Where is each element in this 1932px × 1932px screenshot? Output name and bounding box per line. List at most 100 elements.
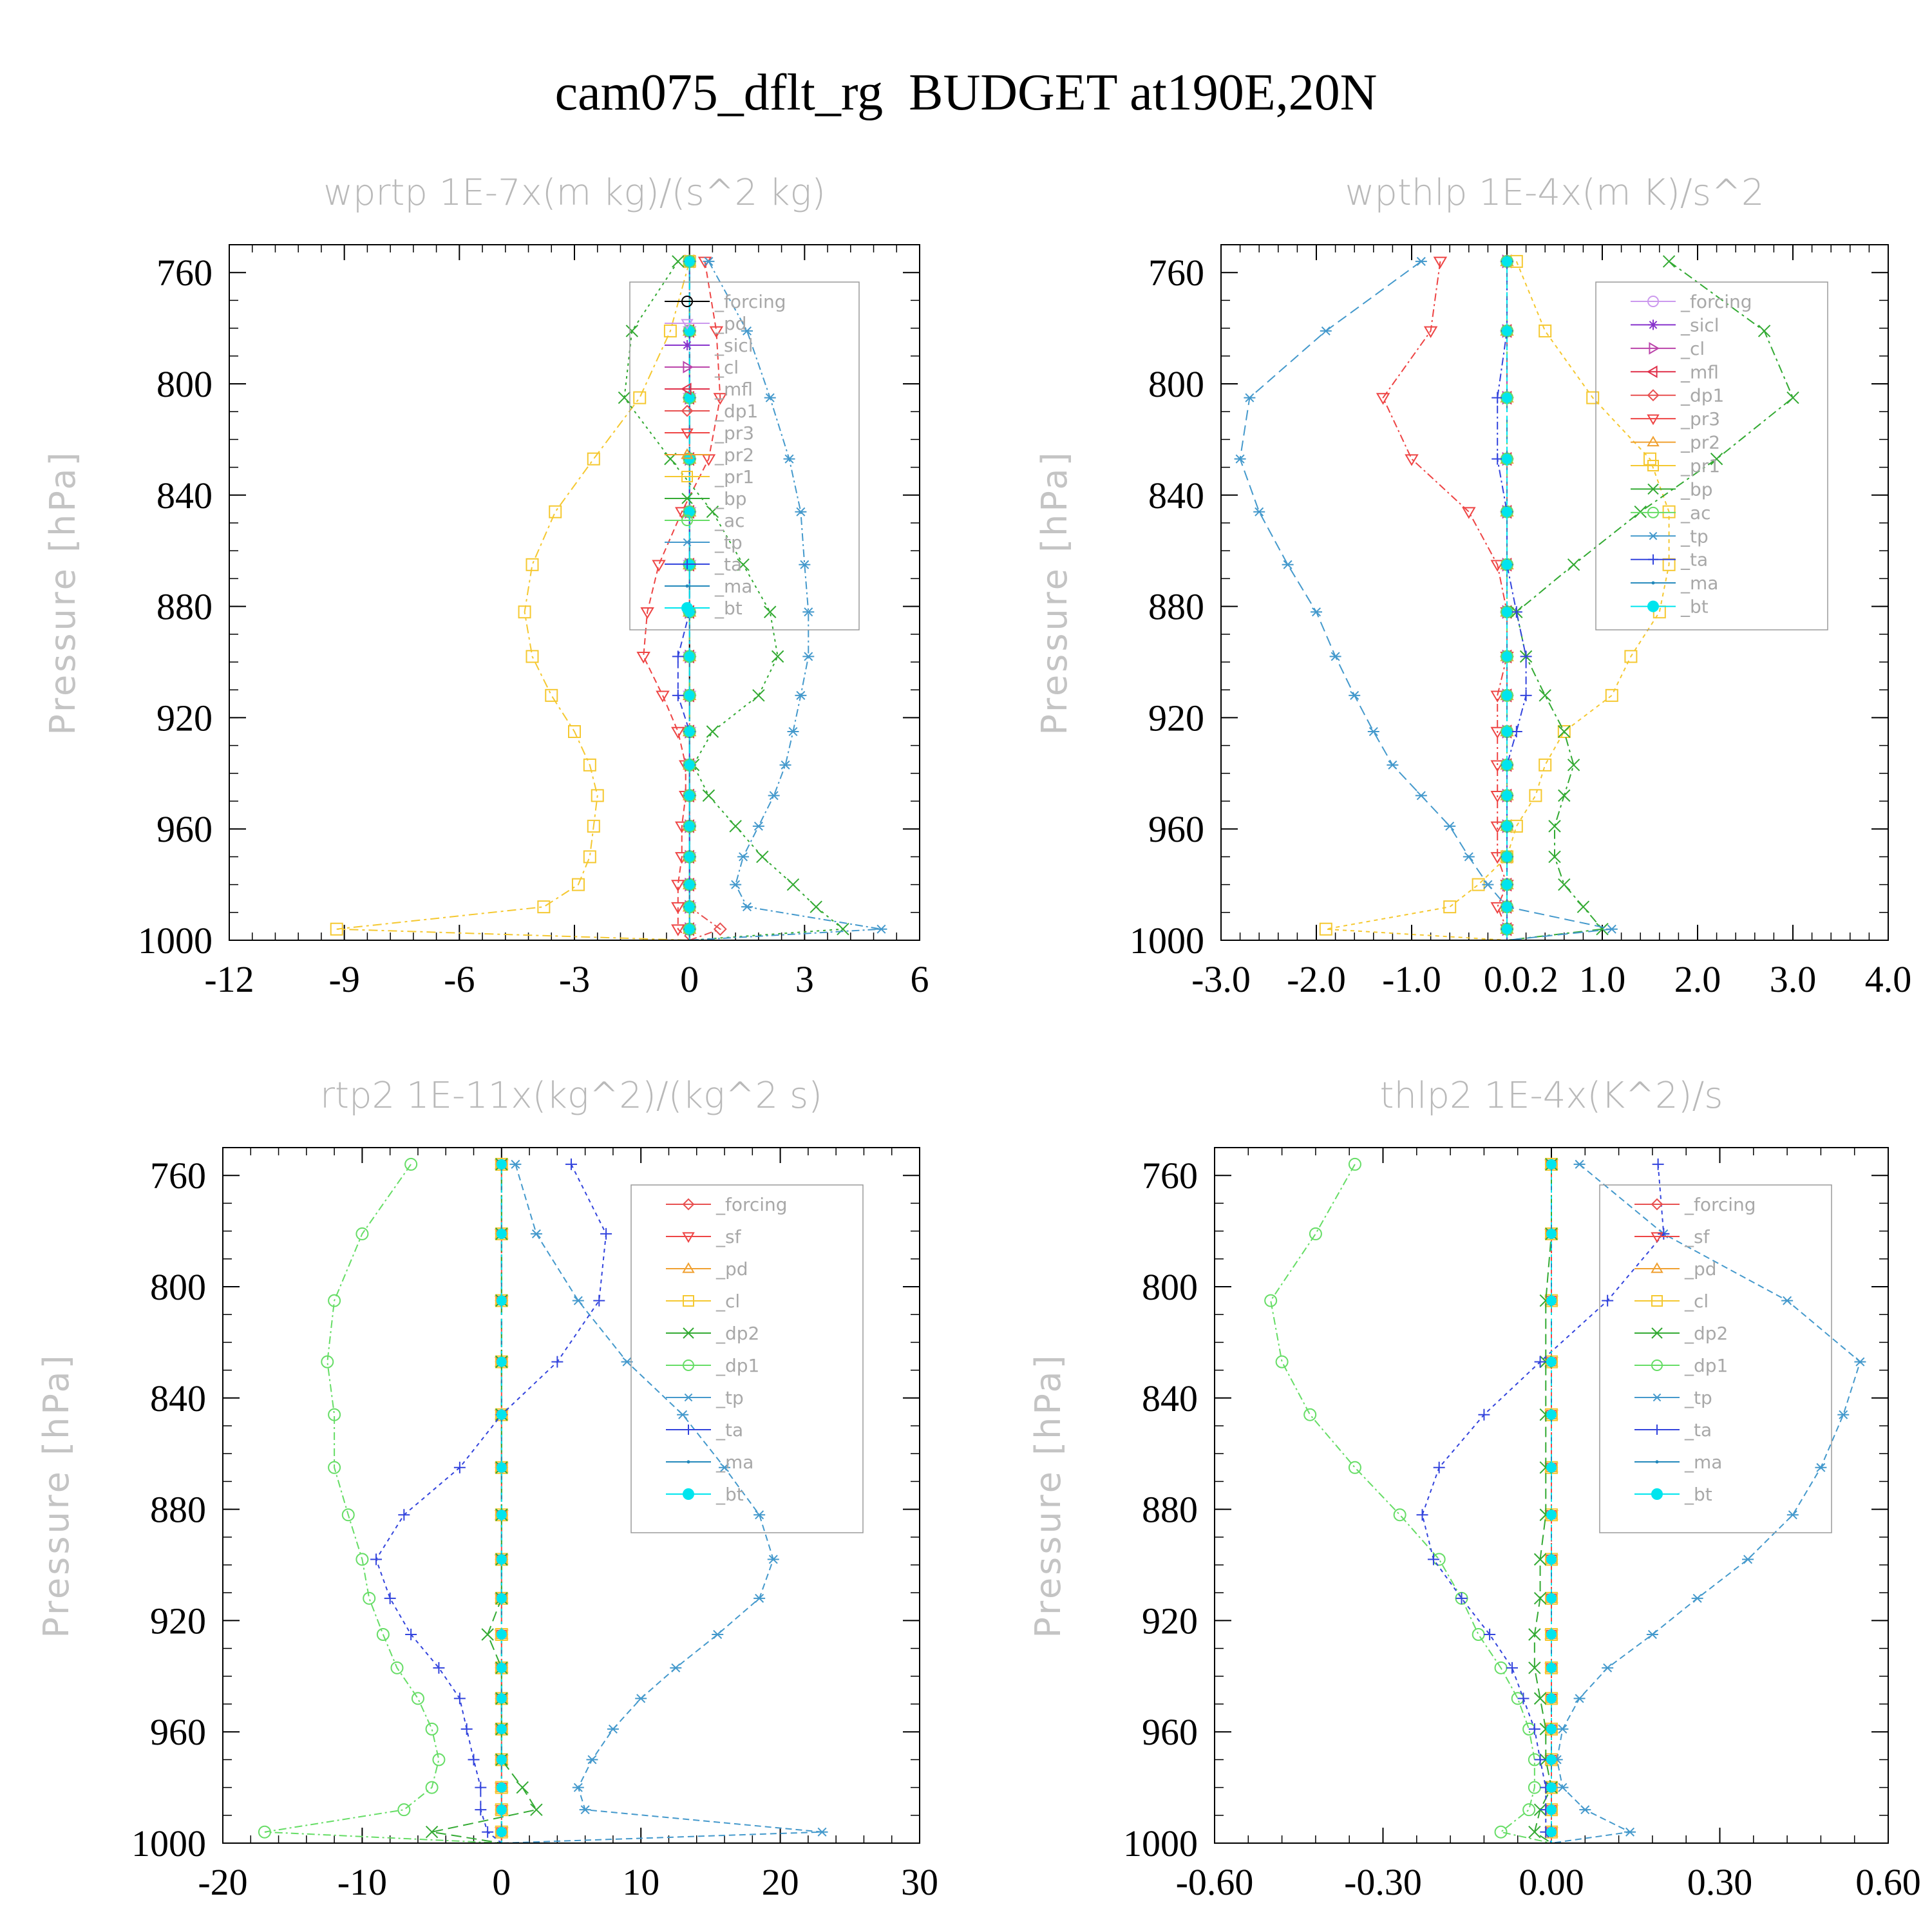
y-tick-label: 760: [1148, 252, 1204, 294]
legend-item: _ta: [1631, 549, 1708, 571]
legend-marker: [685, 584, 689, 588]
legend-item: _mfl: [665, 379, 753, 400]
data-point: [453, 1461, 466, 1473]
data-point: [671, 726, 685, 739]
legend-marker: [1648, 554, 1658, 565]
data-point: [756, 850, 769, 864]
legend-item: _dp1: [666, 1355, 759, 1376]
legend-item: _dp2: [666, 1323, 759, 1344]
data-point: [1624, 1827, 1636, 1837]
legend-marker: [1651, 1359, 1663, 1371]
legend-item: _forcing: [665, 291, 786, 312]
data-point: [764, 605, 777, 618]
data-point: [1534, 1356, 1546, 1368]
y-tick-label: 960: [150, 1711, 206, 1753]
panel-title: rtp2 1E-11x(kg^2)/(kg^2 s): [320, 1075, 822, 1117]
data-point: [1539, 324, 1552, 337]
x-tick-label: 10: [622, 1861, 659, 1903]
legend-box: [1599, 1184, 1832, 1533]
data-point: [1546, 1295, 1557, 1306]
data-point: [652, 560, 666, 572]
data-point: [875, 924, 887, 934]
data-point: [1573, 1694, 1586, 1703]
data-point: [376, 1628, 390, 1641]
data-point: [684, 506, 695, 517]
data-point: [1662, 255, 1676, 268]
data-point: [1533, 1553, 1547, 1566]
data-point: [425, 1722, 439, 1736]
series-line: [1239, 261, 1613, 941]
legend-item: _pd: [1634, 1258, 1717, 1280]
legend-label: _pd: [715, 1258, 748, 1280]
legend-item: _forcing: [666, 1194, 788, 1215]
data-point: [1444, 821, 1456, 831]
data-point: [1433, 256, 1448, 269]
chart-panel-4: thlp2 1E-4x(K^2)/s Pressure [hPa] -0.60 -0.…: [1028, 1075, 1921, 1903]
legend: _forcing_sicl_cl_mfl_dp1_pr3_pr2_pr1_bp_…: [1595, 281, 1828, 630]
data-point: [1484, 1629, 1496, 1640]
data-point: [1244, 393, 1256, 402]
plot-frame: [222, 1147, 920, 1844]
data-point: [496, 1356, 507, 1367]
data-point: [1662, 505, 1676, 518]
data-point: [583, 850, 596, 864]
data-point: [355, 1553, 369, 1566]
data-point: [1502, 651, 1512, 662]
data-point: [496, 1629, 507, 1640]
data-point: [635, 1694, 647, 1703]
panel-title: wpthlp 1E-4x(m K)/s^2: [1345, 172, 1764, 214]
data-point: [1253, 507, 1265, 516]
legend-item: _ac: [665, 510, 745, 531]
data-point: [1472, 1628, 1485, 1641]
legend-label: _bt: [714, 598, 743, 619]
data-point: [1494, 1825, 1508, 1839]
series-line: [375, 1164, 607, 1844]
data-point: [1510, 726, 1522, 737]
legend-item: _dp1: [1634, 1355, 1728, 1376]
x-tick-label: -3: [559, 958, 590, 1000]
data-point: [384, 1592, 396, 1604]
data-point: [729, 820, 742, 833]
legend-marker: [681, 383, 692, 395]
data-point: [1546, 1826, 1557, 1837]
legend-item: _pr3: [1631, 408, 1720, 430]
legend-label: _ta: [715, 1419, 743, 1441]
legend-label: _ac: [714, 510, 745, 531]
data-point: [411, 1692, 424, 1705]
y-axis-label: Pressure [hPa]: [43, 450, 83, 735]
legend-item: _ta: [665, 554, 742, 575]
data-point: [1520, 689, 1532, 701]
data-point: [640, 607, 654, 620]
legend-label: _pr2: [714, 444, 754, 466]
data-point: [1546, 1629, 1557, 1640]
data-point: [328, 1294, 341, 1307]
data-point: [1529, 789, 1542, 802]
legend-marker: [1647, 435, 1660, 447]
data-point: [1658, 1227, 1670, 1240]
y-tick-label: 960: [156, 808, 213, 850]
data-point: [753, 1593, 766, 1603]
y-tick-label: 800: [1148, 363, 1204, 405]
legend-item: _mfl: [1631, 361, 1719, 383]
y-tick-label: 960: [1142, 1711, 1198, 1753]
data-point: [1367, 726, 1379, 737]
series-tp: [501, 1159, 828, 1844]
data-point: [1348, 1157, 1361, 1171]
data-point: [767, 1555, 779, 1564]
y-tick-label: 920: [150, 1600, 206, 1642]
data-point: [1502, 325, 1512, 336]
legend-label: _forcing: [1680, 291, 1752, 312]
legend-label: _forcing: [715, 1194, 788, 1215]
data-point: [607, 1724, 619, 1734]
data-point: [1502, 559, 1512, 570]
legend-label: _pr2: [1680, 432, 1720, 453]
legend-marker: [681, 515, 693, 526]
data-point: [633, 391, 647, 404]
data-point: [1533, 1592, 1547, 1605]
data-point: [684, 759, 695, 770]
data-point: [475, 1781, 487, 1794]
data-point: [1427, 1553, 1439, 1566]
data-point: [600, 1227, 612, 1240]
y-tick-label: 1000: [138, 920, 213, 961]
series-line: [643, 261, 721, 941]
